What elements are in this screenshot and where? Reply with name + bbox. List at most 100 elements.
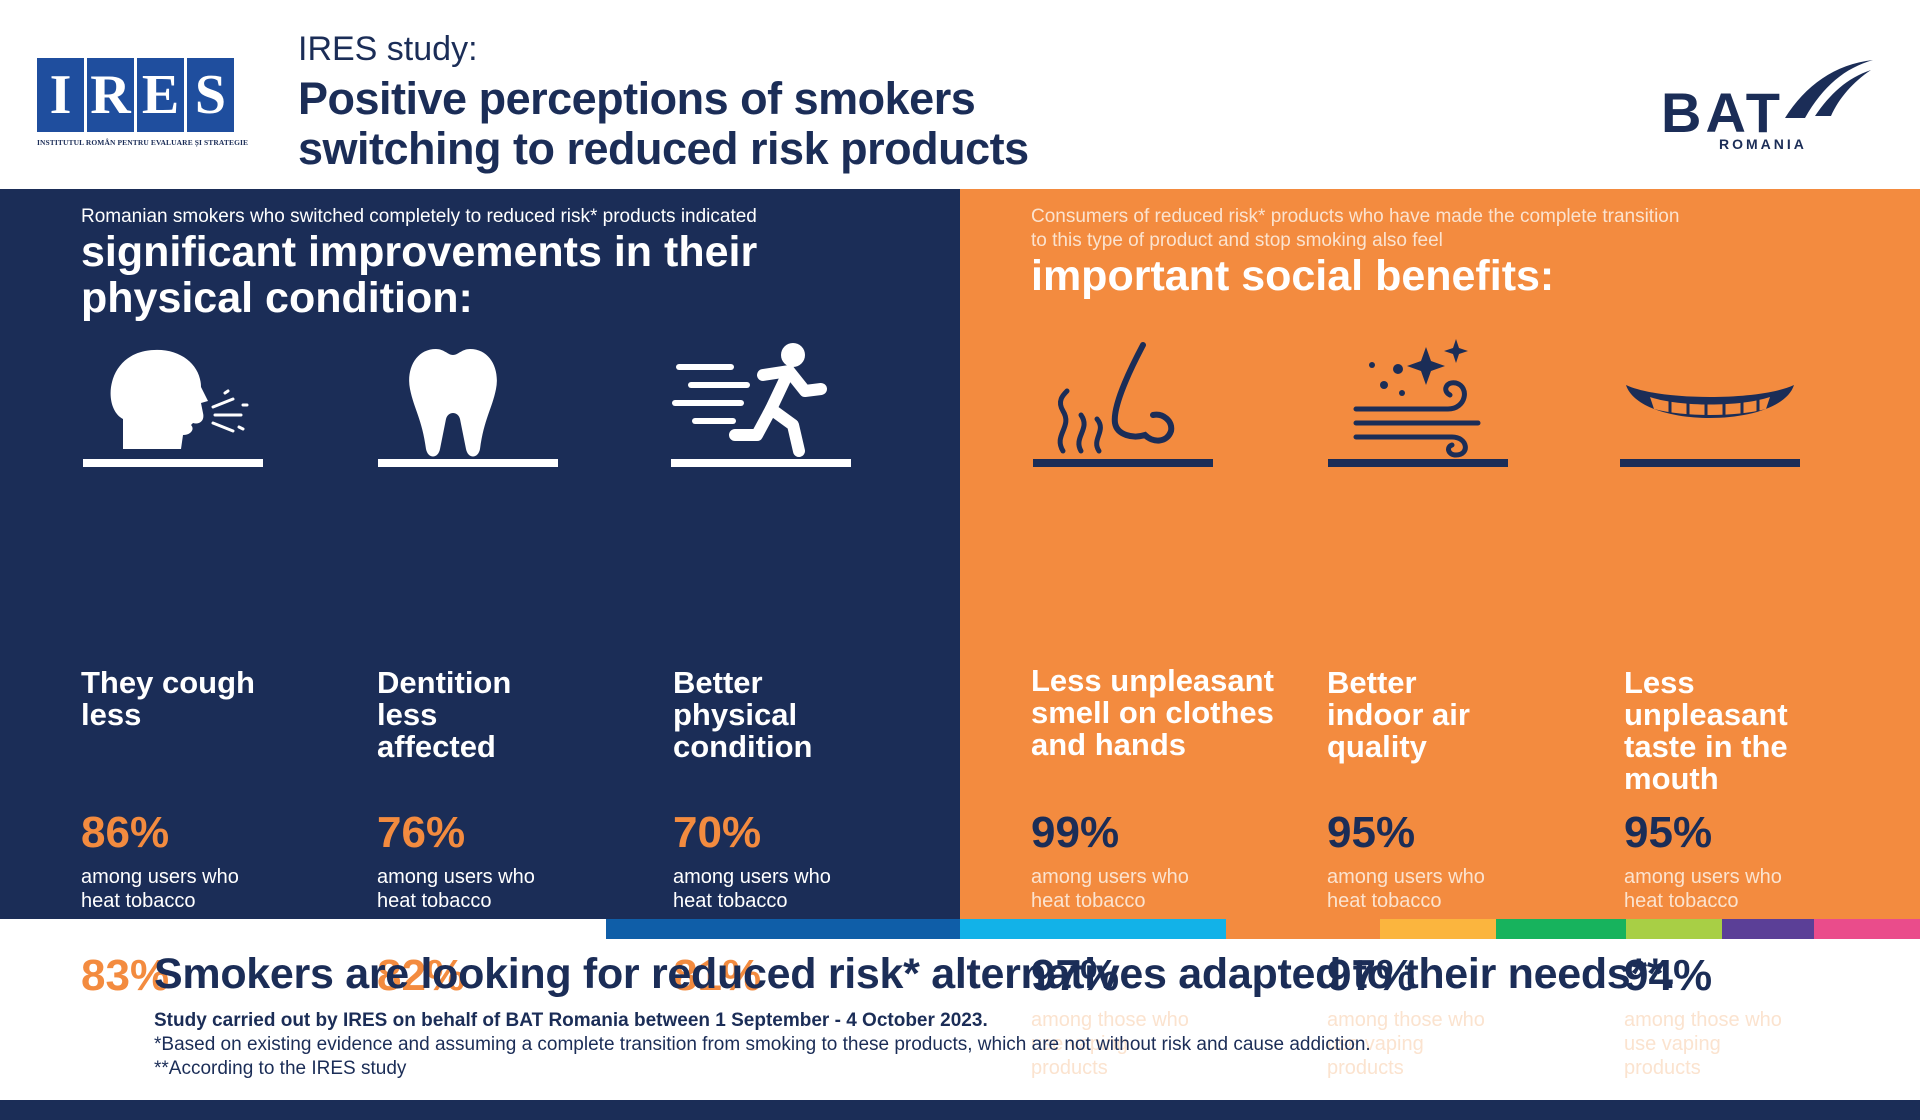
stat-percent: 82% [377,951,466,1000]
stat-description-line: among users who [1327,866,1485,888]
stat-description-line: among those who [673,1009,831,1031]
stat-description: among those who use vaping products [673,1008,893,1080]
stat-description: among users who heat tobacco [1031,865,1251,913]
color-stripe-segment [1496,919,1626,939]
category-label-line: and hands [1031,727,1187,762]
stat-description-line: products [81,1057,158,1079]
stat-description-line: products [1624,1057,1701,1079]
left-headline: significant improvements in their physic… [81,229,757,321]
stat-percent: 99% [1031,808,1120,857]
study-label: IRES study: [298,30,478,68]
category-label-line: affected [377,729,496,764]
stat-percent: 81% [673,951,762,1000]
category-label-line: condition [673,729,813,764]
stat-description-line: use vaping [377,1033,474,1055]
category-label-dentition: Dentition less affected [377,667,647,763]
stat-description-line: heat tobacco [377,890,492,912]
nose-smell-icon [1033,339,1213,469]
category-label-line: taste in the [1624,729,1788,764]
color-stripe-segment [1380,919,1496,939]
tooth-icon [378,339,558,469]
bottom-bar [0,1100,1920,1120]
stat-description-line: among users who [1031,866,1189,888]
stat-description-line: products [1327,1057,1404,1079]
category-label-physical: Better physical condition [673,667,943,763]
stat-description-line: among those who [81,1009,239,1031]
stat-description: among users who heat tobacco [673,865,893,913]
bat-logo-word: BAT [1661,81,1784,144]
stat-description-line: products [1031,1057,1108,1079]
category-label-line: less [81,697,142,732]
stat-description: among those who use vaping products [1327,1008,1547,1080]
stat-description-line: use vaping [673,1033,770,1055]
stat-percent: 95% [1327,808,1416,857]
category-label-line: quality [1327,729,1427,764]
right-headline: important social benefits: [1031,252,1555,300]
stat-description: among users who heat tobacco [377,865,597,913]
footnote: *Based on existing evidence and assuming… [154,1034,1371,1055]
category-label-air: Better indoor air quality [1327,667,1597,763]
category-label-smell: Less unpleasant smell on clothes and han… [1031,665,1301,761]
category-label-line: unpleasant [1624,697,1788,732]
ires-logo: I R E S INSTITUTUL ROMÂN PENTRU EVALUARE… [37,58,249,150]
ires-logo-subtitle: INSTITUTUL ROMÂN PENTRU EVALUARE ȘI STRA… [37,138,249,147]
stat-description-line: among users who [1624,866,1782,888]
ires-logo-letter: S [187,58,234,132]
stat-percent: 76% [377,808,466,857]
stat-description-line: among those who [377,1009,535,1031]
bat-logo-sub: ROMANIA [1719,136,1807,152]
footnote: **According to the IRES study [154,1058,407,1079]
category-label-line: indoor air [1327,697,1470,732]
stat-description: among users who heat tobacco [1327,865,1547,913]
category-label-line: mouth [1624,761,1719,796]
stat-percent: 94% [1624,951,1713,1000]
stat-description: among those who use vaping products [1031,1008,1251,1080]
color-stripe-segment [1722,919,1814,939]
category-label-taste: Less unpleasant taste in the mouth [1624,667,1894,795]
stat-description-line: among users who [377,866,535,888]
stat-description-line: among those who [1031,1009,1189,1031]
left-panel: Romanian smokers who switched completely… [0,189,960,1079]
category-label-line: physical [673,697,798,732]
stat-percent: 97% [1327,951,1416,1000]
stat-description: among users who heat tobacco [1624,865,1844,913]
category-label-line: Less [1624,665,1695,700]
fresh-air-sparkles-icon [1328,339,1508,469]
page-title-line: switching to reduced risk products [298,123,1029,174]
stat-description-line: heat tobacco [1624,890,1739,912]
ires-logo-letter: I [37,58,84,132]
right-intro-line: to this type of product and stop smoking… [1031,230,1443,251]
stat-description-line: heat tobacco [81,890,196,912]
category-label-line: Better [673,665,763,700]
color-stripe-segment [1226,919,1380,939]
running-person-icon [671,339,851,469]
color-stripe-segment [1814,919,1920,939]
stat-description-line: heat tobacco [1031,890,1146,912]
stat-description-line: use vaping [81,1033,178,1055]
smile-mouth-icon [1620,339,1800,469]
category-label-line: smell on clothes [1031,695,1274,730]
study-note: Study carried out by IRES on behalf of B… [154,1010,988,1031]
tagline: Smokers are looking for reduced risk* al… [154,950,1675,998]
stat-description-line: heat tobacco [673,890,788,912]
right-panel: Consumers of reduced risk* products who … [960,189,1920,1079]
left-intro: Romanian smokers who switched completely… [81,206,757,227]
color-stripe-segment [1626,919,1722,939]
category-label-cough: They cough less [81,667,351,731]
bat-swoosh-icon [1785,60,1873,118]
right-intro-line: Consumers of reduced risk* products who … [1031,206,1680,227]
bat-logo: BAT ROMANIA [1655,56,1875,156]
stat-percent: 83% [81,951,170,1000]
ires-logo-letter: R [87,58,134,132]
stat-description: among users who heat tobacco [81,865,301,913]
category-label-line: Less unpleasant [1031,663,1274,698]
stat-percent: 97% [1031,951,1120,1000]
stat-description-line: use vaping [1327,1033,1424,1055]
color-stripe-segment [606,919,960,939]
left-headline-line: significant improvements in their [81,228,758,276]
category-label-line: less [377,697,438,732]
stat-description: among those who use vaping products [1624,1008,1844,1080]
left-headline-line: physical condition: [81,274,473,322]
color-stripe-segment [960,919,1226,939]
stat-description-line: products [377,1057,454,1079]
